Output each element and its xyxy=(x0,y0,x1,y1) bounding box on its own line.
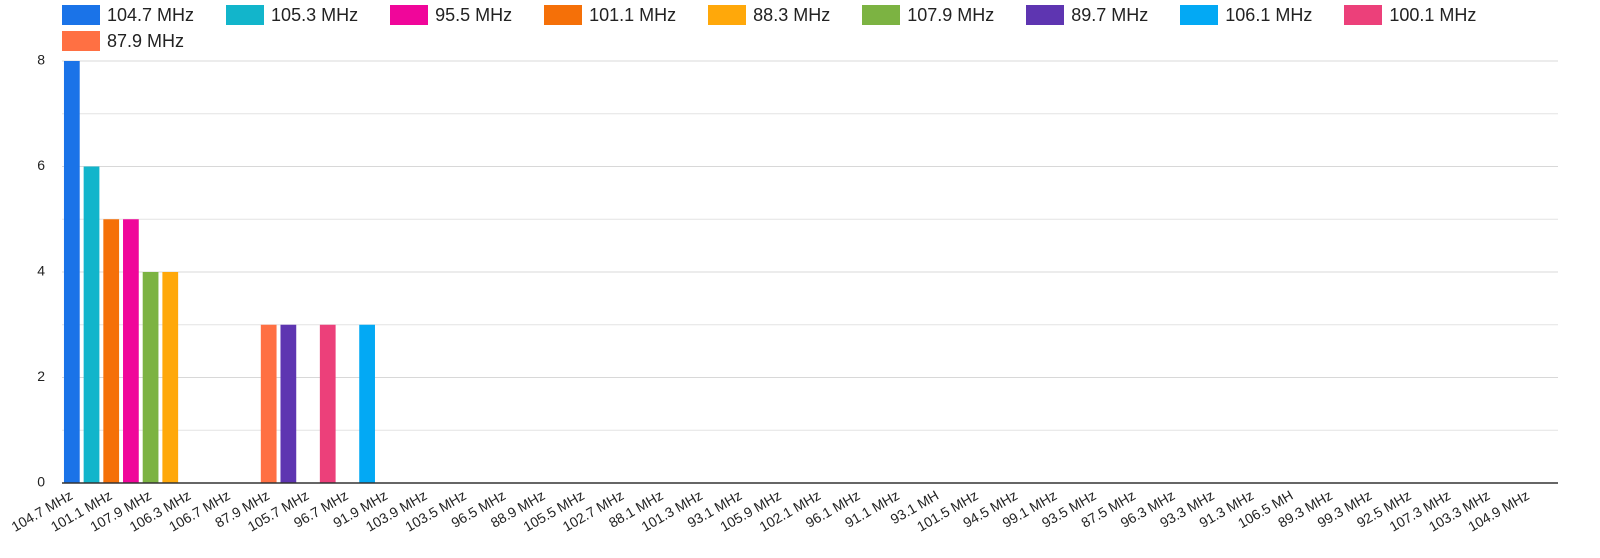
legend-item[interactable]: 89.7 MHz xyxy=(1026,5,1148,25)
bar xyxy=(359,324,375,483)
legend-item[interactable]: 104.7 MHz xyxy=(62,5,194,25)
legend-label: 107.9 MHz xyxy=(907,4,995,25)
legend-swatch xyxy=(708,5,747,25)
y-tick-label: 0 xyxy=(37,474,45,490)
bar xyxy=(142,272,159,483)
legend-item[interactable]: 95.5 MHz xyxy=(390,5,512,25)
bar xyxy=(280,324,297,483)
legend-label: 89.7 MHz xyxy=(1071,4,1149,25)
legend-label: 87.9 MHz xyxy=(107,30,185,51)
legend-item[interactable]: 101.1 MHz xyxy=(544,5,676,25)
y-tick-label: 8 xyxy=(37,52,45,68)
legend: 104.7 MHz 105.3 MHz 95.5 MHz 101.1 MHz 88.3 … xyxy=(62,5,1562,51)
legend-label: 106.1 MHz xyxy=(1225,4,1313,25)
legend-swatch xyxy=(390,5,429,25)
legend-swatch xyxy=(226,5,265,25)
y-tick-label: 4 xyxy=(37,263,45,279)
legend-swatch xyxy=(862,5,901,25)
legend-label: 100.1 MHz xyxy=(1389,4,1477,25)
y-tick-label: 2 xyxy=(37,368,45,384)
legend-label: 95.5 MHz xyxy=(435,4,513,25)
legend-swatch xyxy=(1026,5,1065,25)
legend-swatch xyxy=(1180,5,1219,25)
legend-label: 88.3 MHz xyxy=(753,4,831,25)
legend-item[interactable]: 87.9 MHz xyxy=(62,31,184,51)
legend-label: 104.7 MHz xyxy=(107,4,195,25)
legend-swatch xyxy=(62,5,100,25)
bar xyxy=(123,219,139,483)
bar xyxy=(260,324,277,483)
legend-swatch xyxy=(62,31,100,51)
bar xyxy=(83,166,100,483)
bar xyxy=(63,61,80,483)
legend-item[interactable]: 100.1 MHz xyxy=(1344,5,1476,25)
legend-label: 105.3 MHz xyxy=(271,4,359,25)
bar xyxy=(103,219,120,483)
bar xyxy=(162,272,179,483)
legend-item[interactable]: 88.3 MHz xyxy=(708,5,830,25)
legend-item[interactable]: 106.1 MHz xyxy=(1180,5,1312,25)
legend-item[interactable]: 105.3 MHz xyxy=(226,5,358,25)
legend-label: 101.1 MHz xyxy=(589,4,677,25)
y-tick-label: 6 xyxy=(37,157,45,173)
legend-swatch xyxy=(1344,5,1383,25)
bar xyxy=(319,324,336,483)
legend-item[interactable]: 107.9 MHz xyxy=(862,5,994,25)
legend-swatch xyxy=(544,5,583,25)
